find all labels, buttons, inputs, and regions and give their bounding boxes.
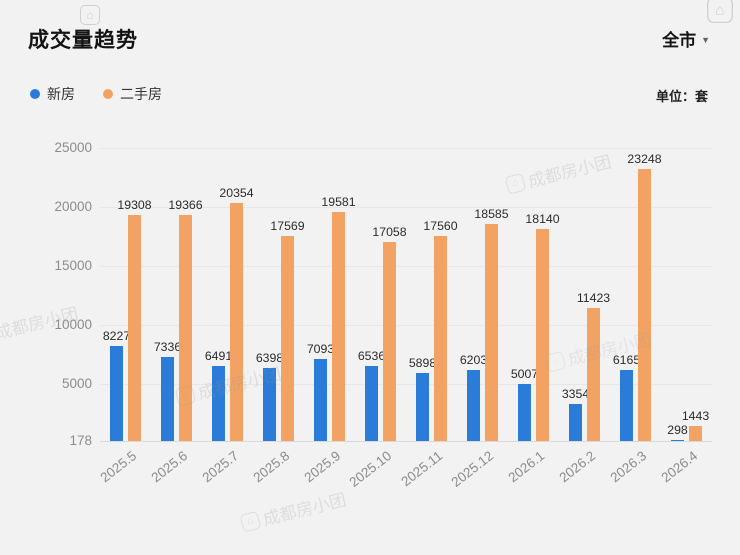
legend-dot xyxy=(103,89,113,99)
bar-value-label: 5007 xyxy=(510,366,539,381)
home-logo-icon: ⌂ xyxy=(80,5,100,25)
watermark-text: 成都房小团 xyxy=(261,490,349,530)
bar-新房-2025.11[interactable] xyxy=(416,373,429,441)
bar-value-label: 19366 xyxy=(168,197,203,212)
bar-value-label: 18140 xyxy=(525,211,560,226)
bar-新房-2026.2[interactable] xyxy=(569,403,582,441)
region-selector-dropdown[interactable]: 全市 ▼ xyxy=(662,26,710,51)
bar-二手房-2026.2[interactable] xyxy=(587,308,600,441)
bar-二手房-2026.3[interactable] xyxy=(638,168,651,441)
gridline xyxy=(100,440,712,442)
bar-新房-2025.10[interactable] xyxy=(365,365,378,441)
bar-value-label: 5898 xyxy=(408,356,437,371)
bar-新房-2025.6[interactable] xyxy=(161,356,174,441)
x-axis-category-label: 2026.1 xyxy=(504,448,547,486)
legend-item-second-hand[interactable]: 二手房 xyxy=(103,84,162,104)
watermark: ⌂ 成都房小团 xyxy=(504,147,614,197)
bar-二手房-2025.6[interactable] xyxy=(179,214,192,441)
x-axis-category-label: 2026.4 xyxy=(657,448,700,486)
chevron-down-icon: ▼ xyxy=(701,34,710,45)
unit-label: 单位：套 xyxy=(655,89,708,104)
bar-value-label: 19581 xyxy=(321,194,356,209)
legend-dot xyxy=(30,89,40,99)
bar-二手房-2025.8[interactable] xyxy=(281,235,294,441)
home-logo-icon: ⌂ xyxy=(707,0,733,23)
legend-item-new-house[interactable]: 新房 xyxy=(30,84,75,104)
bar-新房-2025.5[interactable] xyxy=(110,345,123,441)
gridline xyxy=(100,324,712,326)
watermark-text: 成都房小团 xyxy=(526,152,614,192)
bar-value-label: 6203 xyxy=(459,352,488,367)
y-axis-tick-label: 20000 xyxy=(54,199,92,215)
bar-value-label: 17569 xyxy=(270,218,305,233)
legend-item-label: 二手房 xyxy=(120,86,162,102)
bar-value-label: 298 xyxy=(667,422,688,437)
bar-value-label: 6491 xyxy=(204,349,233,364)
bar-二手房-2025.5[interactable] xyxy=(128,215,141,441)
bar-value-label: 3354 xyxy=(561,386,590,401)
watermark-logo-icon: ⌂ xyxy=(80,5,100,25)
bar-value-label: 23248 xyxy=(627,151,662,166)
y-axis-tick-label: 15000 xyxy=(54,258,92,274)
bar-新房-2025.9[interactable] xyxy=(314,359,327,441)
bar-value-label: 7093 xyxy=(306,342,335,357)
region-selector-label: 全市 xyxy=(662,31,697,50)
bar-二手房-2025.11[interactable] xyxy=(434,235,447,441)
bar-新房-2026.1[interactable] xyxy=(518,383,531,441)
bar-value-label: 7336 xyxy=(153,339,182,354)
y-axis-tick-label: 25000 xyxy=(54,140,92,155)
bar-value-label: 8227 xyxy=(102,328,131,343)
y-axis-tick-label: 5000 xyxy=(61,376,92,392)
home-logo-icon: ⌂ xyxy=(239,510,262,533)
legend-item-label: 新房 xyxy=(47,86,75,102)
x-axis-category-label: 2025.9 xyxy=(300,448,343,486)
bar-二手房-2025.12[interactable] xyxy=(485,223,498,441)
bar-value-label: 20354 xyxy=(219,185,254,200)
bar-value-label: 18585 xyxy=(474,206,509,221)
bar-二手房-2026.4[interactable] xyxy=(689,426,702,441)
gridline xyxy=(100,383,712,385)
bar-新房-2026.3[interactable] xyxy=(620,370,633,441)
gridline xyxy=(100,265,712,267)
legend: 新房 二手房 xyxy=(30,84,162,104)
gridline xyxy=(100,147,712,149)
x-axis-category-label: 2026.2 xyxy=(555,448,598,486)
bar-value-label: 17058 xyxy=(372,224,407,239)
y-axis-tick-label: 10000 xyxy=(54,317,92,333)
bar-value-label: 6536 xyxy=(357,348,386,363)
home-logo-icon: ⌂ xyxy=(504,172,527,195)
bar-新房-2026.4[interactable] xyxy=(671,439,684,441)
bar-value-label: 17560 xyxy=(423,218,458,233)
bar-二手房-2025.10[interactable] xyxy=(383,241,396,441)
x-axis-category-label: 2025.12 xyxy=(448,448,496,490)
x-axis-category-label: 2026.3 xyxy=(606,448,649,486)
y-axis-tick-label: 178 xyxy=(69,433,92,448)
watermark-logo-icon: ⌂ xyxy=(707,0,733,23)
bar-value-label: 6398 xyxy=(255,350,284,365)
bar-二手房-2026.1[interactable] xyxy=(536,228,549,441)
bar-value-label: 11423 xyxy=(576,291,611,306)
bar-value-label: 1443 xyxy=(681,409,710,424)
gridline xyxy=(100,206,712,208)
x-axis-category-label: 2025.8 xyxy=(249,448,292,486)
bar-value-label: 19308 xyxy=(117,198,152,213)
bar-新房-2025.8[interactable] xyxy=(263,367,276,441)
bar-二手房-2025.7[interactable] xyxy=(230,202,243,441)
x-axis-category-label: 2025.6 xyxy=(147,448,190,486)
bar-新房-2025.7[interactable] xyxy=(212,366,225,441)
x-axis-category-label: 2025.11 xyxy=(397,448,445,490)
page-title: 成交量趋势 xyxy=(28,29,138,52)
bar-value-label: 6165 xyxy=(612,353,641,368)
bar-二手房-2025.9[interactable] xyxy=(332,211,345,441)
x-axis-category-label: 2025.5 xyxy=(96,448,139,486)
x-axis-category-label: 2025.7 xyxy=(198,448,241,486)
bar-新房-2025.12[interactable] xyxy=(467,369,480,441)
x-axis-category-label: 2025.10 xyxy=(346,448,394,490)
